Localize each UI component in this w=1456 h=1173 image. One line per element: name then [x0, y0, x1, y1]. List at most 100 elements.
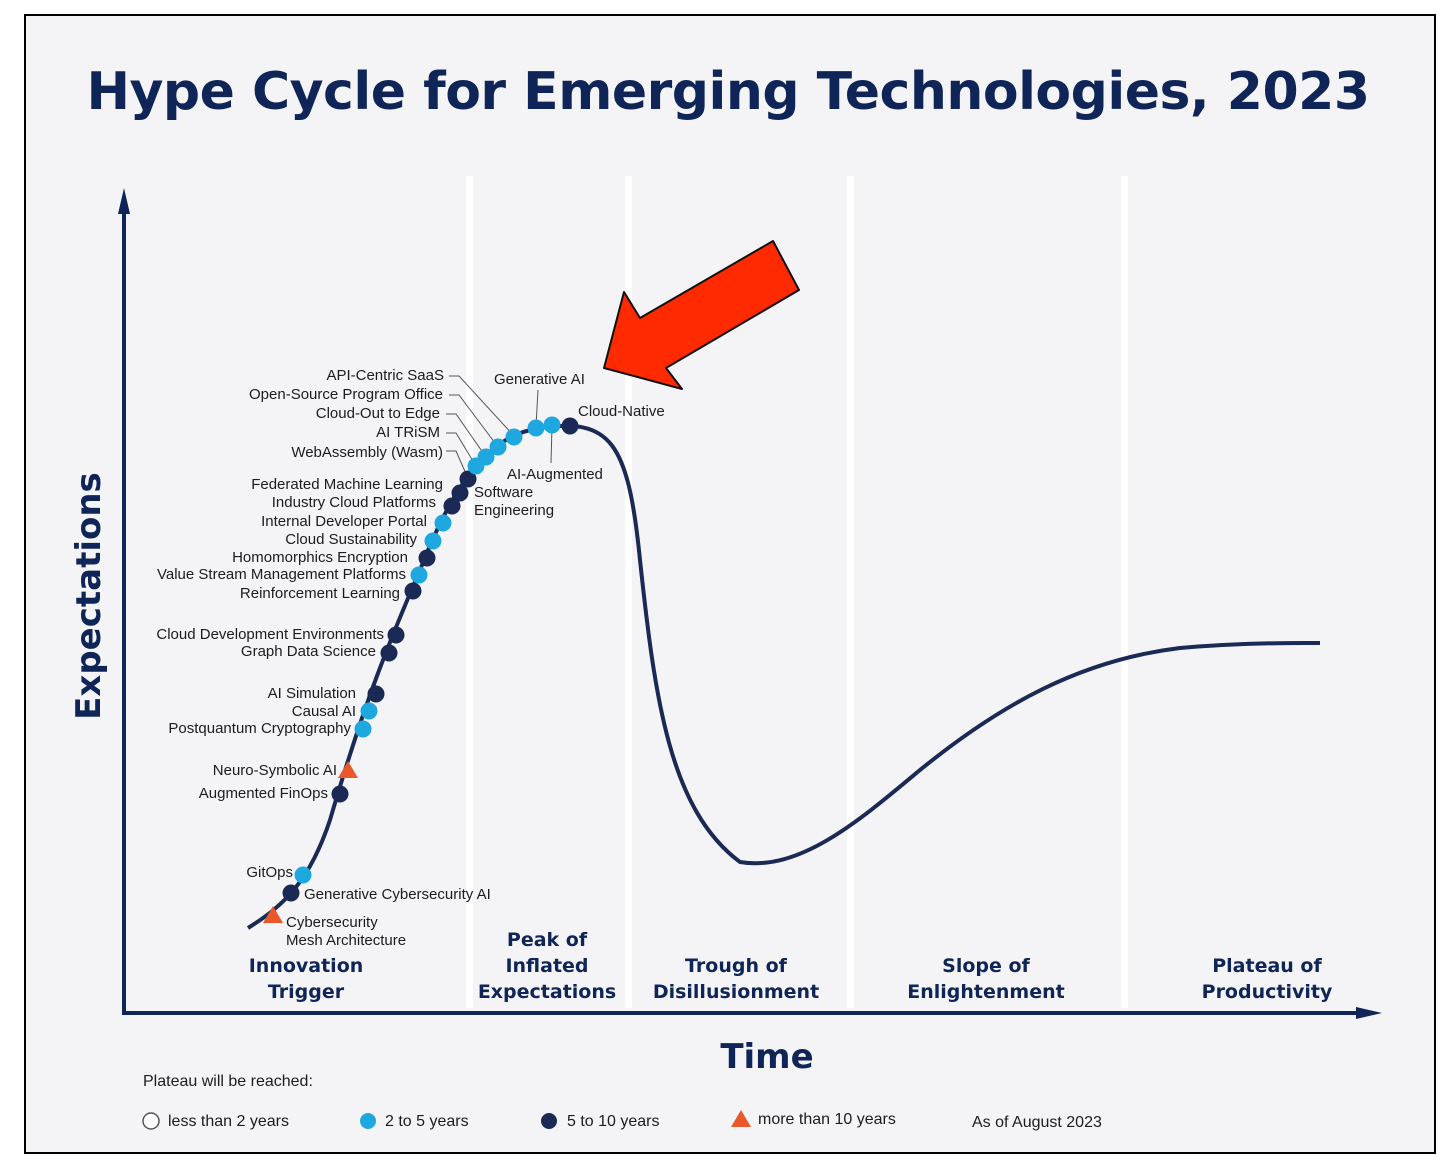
marker-circle-icon-open-source-program-office: [505, 428, 523, 446]
phase-label-1: Peak of Inflated Expectations: [478, 929, 616, 1003]
marker-circle-icon-cloud-out-to-edge: [489, 438, 507, 456]
tech-label-line: AI TRiSM: [376, 424, 440, 441]
tech-label-cloud-native: Cloud-Native: [578, 403, 665, 420]
phase-label-line: Trigger: [268, 981, 345, 1003]
phase-label-line: Plateau of: [1212, 955, 1322, 977]
marker-circle-icon-generative-cybersecurity-ai: [282, 884, 300, 902]
tech-label-line: Open-Source Program Office: [249, 386, 443, 403]
tech-label-line: Graph Data Science: [241, 643, 376, 660]
leader-lines: [446, 375, 553, 477]
legend-label-0: less than 2 years: [168, 1113, 289, 1130]
x-axis-arrowhead-icon: [1356, 1007, 1382, 1019]
tech-label-software-engineering: Software Engineering: [474, 484, 554, 519]
tech-label-line: Generative AI: [494, 371, 585, 388]
phase-label-line: Expectations: [478, 981, 616, 1003]
marker-circle-icon-homomorphics-encryption: [418, 549, 436, 567]
phase-separators: [466, 176, 1128, 1008]
tech-label-graph-data-science: Graph Data Science: [241, 643, 376, 660]
marker-circle-icon-augmented-finops: [331, 785, 349, 803]
tech-label-cloud-development-environments: Cloud Development Environments: [156, 626, 384, 643]
phase-label-line: Innovation: [249, 955, 364, 977]
marker-circle-icon-ai-trism: [477, 448, 495, 466]
marker-triangle-icon-cybersecurity-mesh-architecture: [263, 906, 283, 923]
legend-note: As of August 2023: [972, 1114, 1102, 1131]
tech-label-reinforcement-learning: Reinforcement Learning: [240, 585, 400, 602]
tech-label-open-source-program-office: Open-Source Program Office: [249, 386, 443, 403]
tech-label-line: Homomorphics Encryption: [232, 549, 408, 566]
tech-label-cloud-out-to-edge: Cloud-Out to Edge: [316, 405, 440, 422]
axes: [118, 188, 1382, 1019]
marker-circle-icon-generative-ai: [543, 416, 561, 434]
marker-circle-icon-cloud-native: [561, 417, 579, 435]
tech-label-federated-machine-learning: Federated Machine Learning: [251, 476, 443, 493]
tech-label-generative-cybersecurity-ai: Generative Cybersecurity AI: [304, 886, 491, 903]
tech-label-line: Cloud-Native: [578, 403, 665, 420]
legend-circle-light-blue-icon: [360, 1113, 376, 1129]
tech-label-augmented-finops: Augmented FinOps: [199, 785, 328, 802]
tech-label-line: Industry Cloud Platforms: [272, 494, 436, 511]
legend: Plateau will be reached: less than 2 yea…: [142, 1073, 1102, 1131]
figure-frame: [24, 14, 1436, 1154]
legend-triangle-orange-icon: [731, 1110, 751, 1127]
tech-label-causal-ai: Causal AI: [292, 703, 356, 720]
marker-circle-icon-api-centric-saas: [527, 419, 545, 437]
tech-label-gitops: GitOps: [246, 864, 293, 881]
tech-label-line: AI-Augmented: [507, 466, 603, 483]
tech-label-line: API-Centric SaaS: [326, 367, 444, 384]
tech-label-line: Mesh Architecture: [286, 932, 406, 949]
tech-label-line: Reinforcement Learning: [240, 585, 400, 602]
y-axis-label: Expectations: [69, 472, 109, 720]
marker-circle-icon-cloud-sustainability: [424, 532, 442, 550]
legend-label-1: 2 to 5 years: [385, 1113, 469, 1130]
tech-label-postquantum-cryptography: Postquantum Cryptography: [168, 720, 351, 737]
phase-label-line: Productivity: [1202, 981, 1333, 1003]
tech-label-webassembly-wasm: WebAssembly (Wasm): [291, 444, 443, 461]
phase-label-4: Plateau of Productivity: [1202, 955, 1333, 1003]
tech-label-line: Cloud Development Environments: [156, 626, 384, 643]
phase-label-line: Enlightenment: [907, 981, 1064, 1003]
tech-label-industry-cloud-platforms: Industry Cloud Platforms: [272, 494, 436, 511]
tech-label-api-centric-saas: API-Centric SaaS: [326, 367, 444, 384]
marker-circle-icon-ai-simulation: [367, 685, 385, 703]
tech-label-line: Generative Cybersecurity AI: [304, 886, 491, 903]
marker-circle-icon-postquantum-cryptography: [354, 720, 372, 738]
red-arrow-icon: [603, 240, 800, 390]
tech-label-generative-ai: Generative AI: [494, 371, 585, 388]
separator-3: [847, 176, 854, 1008]
marker-triangle-icon-neuro-symbolic-ai: [338, 761, 358, 778]
phase-label-0: Innovation Trigger: [249, 955, 364, 1003]
phase-label-2: Trough of Disillusionment: [653, 955, 819, 1003]
tech-label-line: Cybersecurity: [286, 914, 378, 931]
tech-label-homomorphics-encryption: Homomorphics Encryption: [232, 549, 408, 566]
tech-label-internal-developer-portal: Internal Developer Portal: [261, 513, 427, 530]
separator-4: [1121, 176, 1128, 1008]
legend-label-3: more than 10 years: [758, 1111, 896, 1128]
tech-label-line: Internal Developer Portal: [261, 513, 427, 530]
phase-label-line: Trough of: [685, 955, 788, 977]
legend-title: Plateau will be reached:: [143, 1073, 313, 1090]
phase-label-line: Peak of: [507, 929, 588, 951]
page-title: Hype Cycle for Emerging Technologies, 20…: [86, 62, 1370, 122]
phase-label-line: Slope of: [942, 955, 1030, 977]
tech-label-line: Postquantum Cryptography: [168, 720, 351, 737]
marker-circle-icon-value-stream-management-platforms: [410, 566, 428, 584]
tech-label-value-stream-management-platforms: Value Stream Management Platforms: [157, 566, 406, 583]
tech-label-cybersecurity-mesh-architecture: Cybersecurity Mesh Architecture: [286, 914, 406, 949]
marker-circle-icon-software-engineering: [459, 470, 477, 488]
hype-curve: [246, 423, 1321, 930]
separator-2: [625, 176, 632, 1008]
tech-label-line: Cloud-Out to Edge: [316, 405, 440, 422]
phase-label-line: Inflated: [505, 955, 588, 977]
marker-circle-icon-reinforcement-learning: [404, 582, 422, 600]
x-axis-label: Time: [720, 1037, 813, 1077]
tech-label-ai-augmented: AI-Augmented: [507, 466, 603, 483]
legend-circle-dark-navy-icon: [541, 1113, 557, 1129]
phase-label-3: Slope of Enlightenment: [907, 955, 1064, 1003]
tech-label-line: WebAssembly (Wasm): [291, 444, 443, 461]
marker-circle-icon-industry-cloud-platforms: [443, 497, 461, 515]
tech-label-line: AI Simulation: [268, 685, 356, 702]
marker-circle-icon-federated-machine-learning: [451, 484, 469, 502]
tech-label-neuro-symbolic-ai: Neuro-Symbolic AI: [213, 762, 337, 779]
legend-label-2: 5 to 10 years: [567, 1113, 660, 1130]
marker-circle-icon-gitops: [294, 866, 312, 884]
